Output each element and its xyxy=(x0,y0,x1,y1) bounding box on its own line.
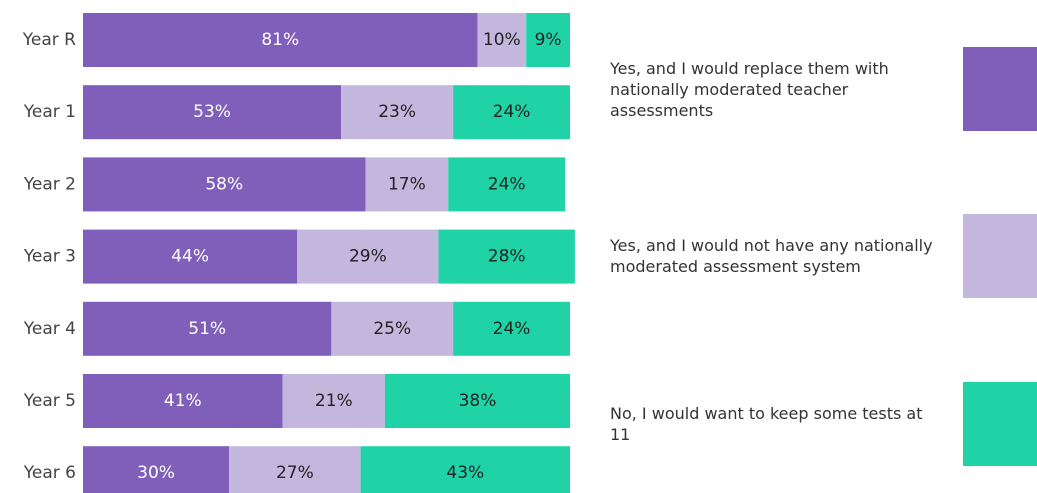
data-label: 24% xyxy=(493,319,531,339)
data-label: 9% xyxy=(535,30,562,50)
data-label: 23% xyxy=(378,102,416,122)
data-label: 17% xyxy=(388,174,426,194)
y-tick-label: Year 3 xyxy=(23,247,76,267)
data-label: 27% xyxy=(276,463,314,483)
plot: Year R 81% 10% 9% Year 1 53% 23% 24% Year 2 58% 17… xyxy=(22,13,575,493)
data-label: 30% xyxy=(137,463,175,483)
data-label: 81% xyxy=(261,30,299,50)
y-tick-label: Year 5 xyxy=(23,391,76,411)
data-label: 21% xyxy=(315,391,353,411)
data-label: 28% xyxy=(488,247,526,267)
data-label: 25% xyxy=(373,319,411,339)
legend-label: Yes, and I would replace them with natio… xyxy=(610,58,889,120)
data-label: 24% xyxy=(488,174,526,194)
bar-segment xyxy=(477,13,527,67)
y-tick-label: Year R xyxy=(22,30,76,50)
bar-segment xyxy=(83,157,366,212)
legend-label: Yes, and I would not have any nationally… xyxy=(610,236,933,276)
legend-swatch xyxy=(963,47,1037,131)
legend-swatch xyxy=(963,214,1037,298)
legend-swatch xyxy=(963,382,1037,466)
data-label: 29% xyxy=(349,247,387,267)
bar-segment xyxy=(453,85,570,140)
bar-segment xyxy=(453,301,570,356)
bar-segment xyxy=(341,85,454,140)
bar-segment xyxy=(384,374,570,428)
legend-label: No, I would want to keep some tests at 1… xyxy=(610,404,923,444)
bar-segment xyxy=(526,13,570,67)
bar-segment xyxy=(448,157,566,212)
bar-segment xyxy=(83,301,332,356)
y-tick-label: Year 2 xyxy=(23,174,76,194)
data-label: 58% xyxy=(205,174,243,194)
bar-segment xyxy=(360,446,570,493)
bar-segment xyxy=(83,229,298,284)
bar-segment xyxy=(282,374,385,428)
data-label: 24% xyxy=(493,102,531,122)
y-tick-label: Year 4 xyxy=(23,319,76,339)
data-label: 51% xyxy=(188,319,226,339)
data-label: 44% xyxy=(171,247,209,267)
data-label: 41% xyxy=(164,391,202,411)
bar-segment xyxy=(83,13,478,67)
data-label: 38% xyxy=(459,391,497,411)
bar-segment xyxy=(83,85,342,140)
data-label: 53% xyxy=(193,102,231,122)
bar-segment xyxy=(83,374,283,428)
y-tick-label: Year 1 xyxy=(23,102,76,122)
y-tick-label: Year 6 xyxy=(23,463,76,483)
bar-segment xyxy=(83,446,230,493)
bar-segment xyxy=(229,446,361,493)
bar-segment xyxy=(297,229,439,284)
data-label: 10% xyxy=(483,30,521,50)
bar-segment xyxy=(438,229,575,284)
bar-segment xyxy=(365,157,449,212)
bar-segment xyxy=(331,301,454,356)
data-label: 43% xyxy=(446,463,484,483)
